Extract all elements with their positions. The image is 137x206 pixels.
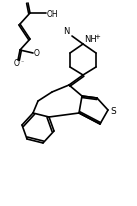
Text: NH: NH	[84, 35, 97, 44]
Text: OH: OH	[47, 9, 59, 18]
Text: O: O	[14, 58, 20, 67]
Text: N: N	[63, 27, 69, 36]
Text: +: +	[94, 34, 100, 40]
Text: S: S	[110, 107, 116, 116]
Text: O: O	[34, 49, 40, 58]
Text: ⁻: ⁻	[21, 61, 24, 66]
